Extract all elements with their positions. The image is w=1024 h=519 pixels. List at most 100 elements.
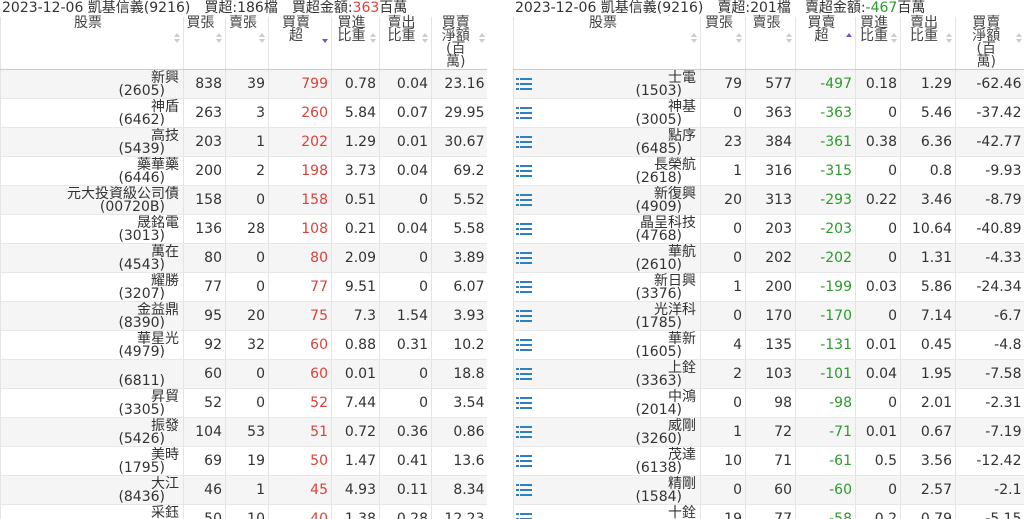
column-header[interactable]: 買賣超 [795,16,856,70]
value-cell: 0 [855,98,901,128]
stock-cell: 精剛 (1584) [513,475,701,505]
stock-row: 長榮航 (2618) 1 316 -315 0 0.8 -9.93 [513,156,1024,186]
value-cell: 0.86 [431,417,487,447]
stock-name[interactable]: 新日興 [654,273,696,289]
stock-name[interactable]: 高技 [151,128,179,144]
column-header[interactable]: 股票 [513,16,701,70]
value-cell: 0.04 [379,214,432,244]
stock-cell: 金益鼎 (8390) [0,301,184,331]
stock-code: (3363) [635,373,682,389]
column-header[interactable]: 賣出比重 [379,15,432,70]
stock-name[interactable]: 新興 [151,70,179,86]
stock-code: (2605) [118,83,165,99]
value-cell: 77 [745,504,796,519]
stock-cell: 中鴻 (2014) [513,388,701,418]
value-cell: 8.34 [431,475,487,505]
header-title: 2023-12-06 凱基信義(9216) [515,0,704,16]
stock-name[interactable]: 神盾 [151,99,179,115]
stock-name[interactable]: 振發 [151,418,179,434]
stock-cell: 長榮航 (2618) [513,156,701,186]
value-cell: -170 [795,301,856,331]
stock-name[interactable]: 晶呈科技 [640,215,696,231]
value-cell: -2.1 [955,475,1024,505]
stock-name[interactable]: 大江 [151,476,179,492]
value-cell: 5.58 [431,214,487,244]
stock-name[interactable]: 威剛 [668,418,696,434]
value-cell: -42.77 [955,127,1024,157]
value-cell: -293 [795,185,856,215]
stock-code: (1503) [635,83,682,99]
column-header[interactable]: 買賣淨額(百萬) [431,16,487,70]
stock-name[interactable]: 金益鼎 [137,302,179,318]
value-cell: 0 [700,214,746,244]
value-cell: 1.29 [900,69,956,99]
column-header[interactable]: 買進比重 [331,16,380,70]
stock-name[interactable]: 精剛 [668,476,696,492]
value-cell: 0.01 [855,417,901,447]
stock-table: 股票 買張 賣張 買賣超 買進比重 賣出比重 買賣淨額(百萬) 新興 (2605) 838 39 79… [0,15,487,519]
column-header[interactable]: 賣出比重 [900,16,956,70]
stock-name[interactable]: 昇貿 [151,389,179,405]
stock-name[interactable]: 耀勝 [151,273,179,289]
stock-cell: 元大投資級公司債 (00720B) [0,185,184,215]
stock-row: 神基 (3005) 0 363 -363 0 5.46 -37.42 [513,98,1024,128]
column-header[interactable]: 賣張 [225,16,269,70]
stock-name[interactable]: 采鈺 [151,505,179,519]
stock-name[interactable]: 長榮航 [654,157,696,173]
value-cell: 3.46 [900,185,956,215]
stock-cell: 光洋科 (1785) [513,301,701,331]
stock-code: (2610) [635,257,682,273]
value-cell: 28 [225,214,269,244]
value-cell: 50 [183,504,226,519]
column-label: 賣出比重 [387,15,416,44]
table-head: 股票 買張 賣張 買賣超 買進比重 賣出比重 買賣淨額(百萬) [513,16,1024,70]
stock-name[interactable]: 光洋科 [654,302,696,318]
stock-name[interactable]: 華新 [668,331,696,347]
column-header[interactable]: 賣張 [745,16,796,70]
stock-name[interactable]: 新復興 [654,186,696,202]
stock-name[interactable]: 藥華藥 [137,157,179,173]
header-row: 股票 買張 賣張 買賣超 買進比重 賣出比重 買賣淨額(百萬) [513,16,1024,70]
value-cell: 158 [183,185,226,215]
stock-name[interactable]: 晟銘電 [137,215,179,231]
stock-name[interactable]: 士電 [668,70,696,86]
value-cell: 80 [183,243,226,273]
stock-code: (00720B) [99,199,165,215]
column-header[interactable]: 買賣超 [268,16,332,70]
value-cell: -203 [795,214,856,244]
stock-name[interactable]: 萬在 [151,244,179,260]
stock-name[interactable]: 華星光 [137,331,179,347]
stock-code: (1795) [118,460,165,476]
stock-name[interactable]: 十銓 [668,505,696,519]
value-cell: 0.2 [855,504,901,519]
stock-name[interactable]: 上銓 [668,360,696,376]
stock-code: (3376) [635,286,682,302]
value-cell: 60 [268,359,332,389]
value-cell: 0.22 [855,185,901,215]
stock-row: 高技 (5439) 203 1 202 1.29 0.01 30.67 [0,127,487,157]
stock-cell: 華星光 (4979) [0,330,184,360]
value-cell: 0.67 [900,417,956,447]
column-header[interactable]: 股票 [0,16,184,70]
stock-name[interactable]: 華航 [668,244,696,260]
stock-name[interactable]: 中鴻 [668,389,696,405]
stock-name[interactable]: 元大投資級公司債 [67,186,179,202]
column-header[interactable]: 買進比重 [855,16,901,70]
stock-row: 美時 (1795) 69 19 50 1.47 0.41 13.6 [0,446,487,476]
amount-value: -467 [865,0,898,16]
column-header[interactable]: 買賣淨額(百萬) [955,16,1024,70]
stock-name[interactable]: 美時 [151,447,179,463]
stock-cell: 華航 (2610) [513,243,701,273]
value-cell: -5.15 [955,504,1024,519]
column-header[interactable]: 買張 [183,16,226,70]
stock-cell: 藥華藥 (6446) [0,156,184,186]
stock-name[interactable]: 茂達 [668,447,696,463]
stock-row: 新日興 (3376) 1 200 -199 0.03 5.86 -24.34 [513,272,1024,302]
value-cell: 0 [700,98,746,128]
stock-name[interactable]: 點序 [668,128,696,144]
stock-name[interactable]: 神基 [668,99,696,115]
value-cell: -2.31 [955,388,1024,418]
value-cell: 77 [183,272,226,302]
column-header[interactable]: 買張 [700,16,746,70]
value-cell: 7.44 [331,388,380,418]
